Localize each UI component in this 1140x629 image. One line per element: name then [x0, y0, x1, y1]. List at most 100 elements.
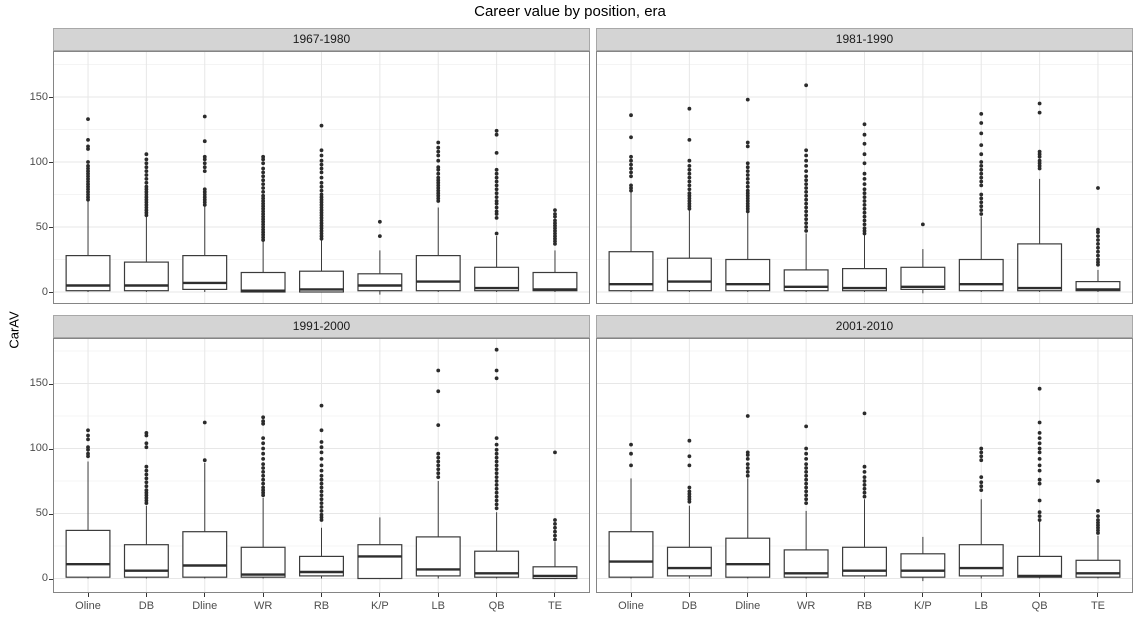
outlier-point: [1037, 441, 1042, 446]
boxplot-dline: [182, 420, 228, 579]
outlier-point: [1037, 481, 1042, 486]
outlier-point: [1037, 463, 1042, 468]
outlier-point: [319, 463, 324, 468]
iqr-box: [725, 258, 771, 292]
outlier-point: [436, 467, 441, 472]
outlier-point: [319, 403, 324, 408]
outlier-point: [629, 186, 633, 190]
outlier-point: [862, 229, 867, 233]
y-tick-mark: [49, 227, 53, 228]
outlier-point: [1096, 230, 1100, 235]
iqr-box: [474, 266, 520, 292]
y-axis-title: CarAV: [6, 311, 22, 349]
outlier-point: [687, 494, 692, 499]
y-tick-mark: [49, 162, 53, 163]
outlier-point: [862, 222, 867, 227]
outlier-point: [1037, 101, 1042, 106]
outlier-point: [979, 167, 984, 172]
x-tick-mark: [87, 593, 89, 597]
outlier-point: [745, 450, 750, 455]
boxplot-wr: [240, 154, 286, 293]
outlier-point: [1096, 479, 1100, 483]
outlier-point: [86, 138, 90, 142]
y-tick-label: 0: [41, 285, 48, 298]
outlier-point: [144, 501, 149, 505]
x-tick-label: DB: [681, 600, 698, 612]
outlier-point: [319, 501, 324, 505]
outlier-point: [979, 179, 984, 184]
outlier-point: [261, 235, 266, 240]
outlier-point: [261, 470, 266, 474]
outlier-point: [494, 486, 499, 491]
x-tick-label: TE: [1090, 600, 1105, 612]
outlier-point: [687, 454, 692, 459]
outlier-point: [804, 229, 809, 233]
panel-border: [53, 338, 590, 593]
outlier-point: [920, 222, 925, 227]
outlier-point: [202, 197, 207, 202]
outlier-point: [553, 229, 557, 233]
outlier-point: [261, 214, 266, 219]
facet-panel: [53, 51, 590, 304]
facet-strip: 2001-2010: [596, 315, 1133, 338]
outlier-point: [862, 182, 867, 187]
x-tick-mark: [688, 593, 690, 597]
outlier-point: [144, 441, 149, 446]
outlier-point: [1096, 262, 1100, 267]
outlier-point: [804, 190, 809, 194]
outlier-point: [144, 490, 149, 495]
outlier-point: [319, 428, 324, 433]
outlier-point: [745, 180, 750, 185]
outlier-point: [979, 458, 984, 463]
outlier-point: [1037, 450, 1042, 455]
outlier-point: [804, 193, 809, 198]
outlier-point: [804, 451, 809, 456]
outlier-point: [553, 522, 557, 526]
outlier-point: [436, 199, 441, 203]
outlier-point: [144, 157, 149, 162]
outlier-point: [1096, 245, 1100, 250]
y-tick-label: 150: [29, 377, 48, 389]
outlier-point: [979, 480, 984, 485]
boxplot-rb: [299, 123, 344, 293]
outlier-point: [553, 518, 557, 522]
outlier-point: [261, 193, 266, 198]
outlier-point: [261, 209, 266, 214]
outlier-point: [862, 191, 867, 196]
outlier-point: [436, 423, 441, 427]
outlier-point: [494, 459, 499, 464]
x-tick-mark: [922, 593, 924, 597]
outlier-point: [261, 488, 266, 492]
outlier-point: [687, 463, 692, 468]
outlier-point: [1096, 531, 1100, 535]
outlier-point: [261, 415, 266, 420]
iqr-box: [357, 273, 403, 292]
outlier-point: [319, 162, 324, 167]
outlier-point: [745, 209, 750, 214]
outlier-point: [553, 221, 557, 226]
outlier-point: [553, 236, 557, 241]
x-tick-mark: [864, 593, 865, 597]
boxplot-db: [123, 152, 169, 292]
outlier-point: [553, 533, 557, 538]
outlier-point: [261, 436, 266, 440]
x-tick-mark: [630, 593, 632, 597]
x-tick-mark: [1039, 593, 1041, 597]
outlier-point: [261, 204, 266, 209]
outlier-point: [745, 188, 750, 193]
outlier-point: [436, 171, 441, 176]
outlier-point: [804, 186, 809, 190]
outlier-point: [319, 184, 324, 189]
y-tick-mark: [49, 514, 53, 515]
outlier-point: [687, 438, 692, 443]
outlier-point: [86, 166, 90, 171]
outlier-point: [1096, 260, 1100, 264]
outlier-point: [745, 201, 750, 206]
outlier-point: [319, 493, 324, 498]
outlier-point: [979, 121, 984, 125]
x-tick-label: Dline: [735, 600, 761, 612]
outlier-point: [377, 234, 382, 239]
outlier-point: [862, 483, 867, 487]
x-tick-mark: [496, 593, 498, 597]
outlier-point: [319, 229, 324, 233]
